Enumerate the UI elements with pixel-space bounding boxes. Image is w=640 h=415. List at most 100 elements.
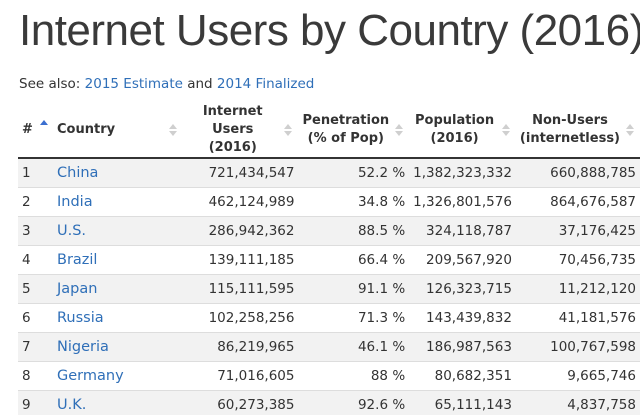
header-penetration-line2: (% of Pop) (307, 131, 384, 146)
cell-country: China (53, 158, 183, 188)
cell-non-users: 100,767,598 (515, 332, 640, 362)
table-row: 3 U.S. 286,942,362 88.5 % 324,118,787 37,176,… (18, 216, 640, 246)
header-penetration-line1: Penetration (302, 113, 390, 128)
cell-population: 209,567,920 (409, 245, 516, 275)
cell-non-users: 864,676,587 (515, 187, 640, 217)
cell-penetration: 91.1 % (298, 274, 410, 304)
cell-population: 126,323,715 (409, 274, 516, 304)
header-non-users[interactable]: Non-Users (internetless) (515, 103, 640, 159)
cell-country: Germany (53, 361, 183, 391)
header-non-users-line1: Non-Users (532, 113, 608, 128)
cell-penetration: 52.2 % (298, 158, 410, 188)
cell-internet-users: 286,942,362 (183, 216, 299, 246)
cell-rank: 6 (18, 303, 53, 333)
link-2015-estimate[interactable]: 2015 Estimate (84, 76, 183, 92)
cell-non-users: 70,456,735 (515, 245, 640, 275)
header-rank-label: # (22, 122, 33, 137)
cell-penetration: 88 % (298, 361, 410, 391)
cell-country: U.S. (53, 216, 183, 246)
cell-country: Russia (53, 303, 183, 333)
cell-internet-users: 102,258,256 (183, 303, 299, 333)
header-internet-users-line1: Internet Users (202, 104, 263, 137)
country-link[interactable]: Brazil (57, 251, 98, 268)
cell-internet-users: 462,124,989 (183, 187, 299, 217)
sort-icon (626, 124, 634, 136)
header-population-line2: (2016) (430, 131, 479, 146)
cell-population: 324,118,787 (409, 216, 516, 246)
cell-non-users: 37,176,425 (515, 216, 640, 246)
cell-country: Nigeria (53, 332, 183, 362)
cell-population: 1,326,801,576 (409, 187, 516, 217)
cell-non-users: 9,665,746 (515, 361, 640, 391)
cell-internet-users: 86,219,965 (183, 332, 299, 362)
cell-penetration: 71.3 % (298, 303, 410, 333)
cell-population: 80,682,351 (409, 361, 516, 391)
internet-users-table: # Country Internet Users (2016) Penetrat… (18, 103, 640, 415)
cell-non-users: 4,837,758 (515, 390, 640, 415)
cell-country: Brazil (53, 245, 183, 275)
cell-rank: 5 (18, 274, 53, 304)
header-rank[interactable]: # (18, 103, 53, 159)
cell-internet-users: 71,016,605 (183, 361, 299, 391)
cell-population: 65,111,143 (409, 390, 516, 415)
header-population[interactable]: Population (2016) (409, 103, 516, 159)
cell-internet-users: 139,111,185 (183, 245, 299, 275)
see-also: See also: 2015 Estimate and 2014 Finaliz… (19, 74, 314, 94)
see-also-conjunction: and (182, 76, 217, 92)
table-row: 5 Japan 115,111,595 91.1 % 126,323,715 11,212… (18, 274, 640, 304)
cell-country: India (53, 187, 183, 217)
cell-internet-users: 115,111,595 (183, 274, 299, 304)
cell-penetration: 66.4 % (298, 245, 410, 275)
sort-icon (169, 124, 177, 136)
cell-rank: 3 (18, 216, 53, 246)
sort-ascending-icon (40, 120, 48, 126)
cell-country: Japan (53, 274, 183, 304)
cell-non-users: 660,888,785 (515, 158, 640, 188)
table-row: 4 Brazil 139,111,185 66.4 % 209,567,920 70,45… (18, 245, 640, 275)
cell-internet-users: 721,434,547 (183, 158, 299, 188)
country-link[interactable]: U.S. (57, 222, 87, 239)
cell-penetration: 88.5 % (298, 216, 410, 246)
sort-icon (395, 124, 404, 136)
header-country-label: Country (57, 122, 116, 137)
cell-population: 186,987,563 (409, 332, 516, 362)
country-link[interactable]: China (57, 164, 99, 181)
cell-rank: 9 (18, 390, 53, 415)
table-header-row: # Country Internet Users (2016) Penetrat… (18, 103, 640, 159)
country-link[interactable]: Russia (57, 309, 104, 326)
table-row: 8 Germany 71,016,605 88 % 80,682,351 9,665,74… (18, 361, 640, 391)
header-penetration[interactable]: Penetration (% of Pop) (298, 103, 410, 159)
country-link[interactable]: Japan (57, 280, 98, 297)
header-internet-users-line2: (2016) (208, 140, 257, 155)
cell-rank: 7 (18, 332, 53, 362)
header-non-users-line2: (internetless) (519, 131, 620, 146)
cell-population: 1,382,323,332 (409, 158, 516, 188)
sort-icon (284, 124, 293, 136)
sort-icon (501, 124, 510, 136)
table-row: 6 Russia 102,258,256 71.3 % 143,439,832 41,18… (18, 303, 640, 333)
cell-rank: 4 (18, 245, 53, 275)
header-country[interactable]: Country (53, 103, 183, 159)
link-2014-finalized[interactable]: 2014 Finalized (216, 76, 315, 92)
header-internet-users[interactable]: Internet Users (2016) (183, 103, 299, 159)
cell-rank: 2 (18, 187, 53, 217)
see-also-prefix: See also: (19, 76, 85, 92)
table-body: 1 China 721,434,547 52.2 % 1,382,323,332 660,… (18, 158, 640, 415)
header-population-line1: Population (414, 113, 495, 128)
cell-rank: 1 (18, 158, 53, 188)
cell-country: U.K. (53, 390, 183, 415)
cell-penetration: 92.6 % (298, 390, 410, 415)
country-link[interactable]: Germany (57, 367, 124, 384)
table-row: 1 China 721,434,547 52.2 % 1,382,323,332 660,… (18, 158, 640, 188)
cell-penetration: 34.8 % (298, 187, 410, 217)
table-row: 9 U.K. 60,273,385 92.6 % 65,111,143 4,837,758 (18, 390, 640, 415)
cell-penetration: 46.1 % (298, 332, 410, 362)
country-link[interactable]: Nigeria (57, 338, 109, 355)
cell-rank: 8 (18, 361, 53, 391)
table-row: 2 India 462,124,989 34.8 % 1,326,801,576 864,… (18, 187, 640, 217)
country-link[interactable]: U.K. (57, 396, 87, 413)
table-row: 7 Nigeria 86,219,965 46.1 % 186,987,563 100,7… (18, 332, 640, 362)
country-link[interactable]: India (57, 193, 93, 210)
cell-non-users: 41,181,576 (515, 303, 640, 333)
cell-population: 143,439,832 (409, 303, 516, 333)
